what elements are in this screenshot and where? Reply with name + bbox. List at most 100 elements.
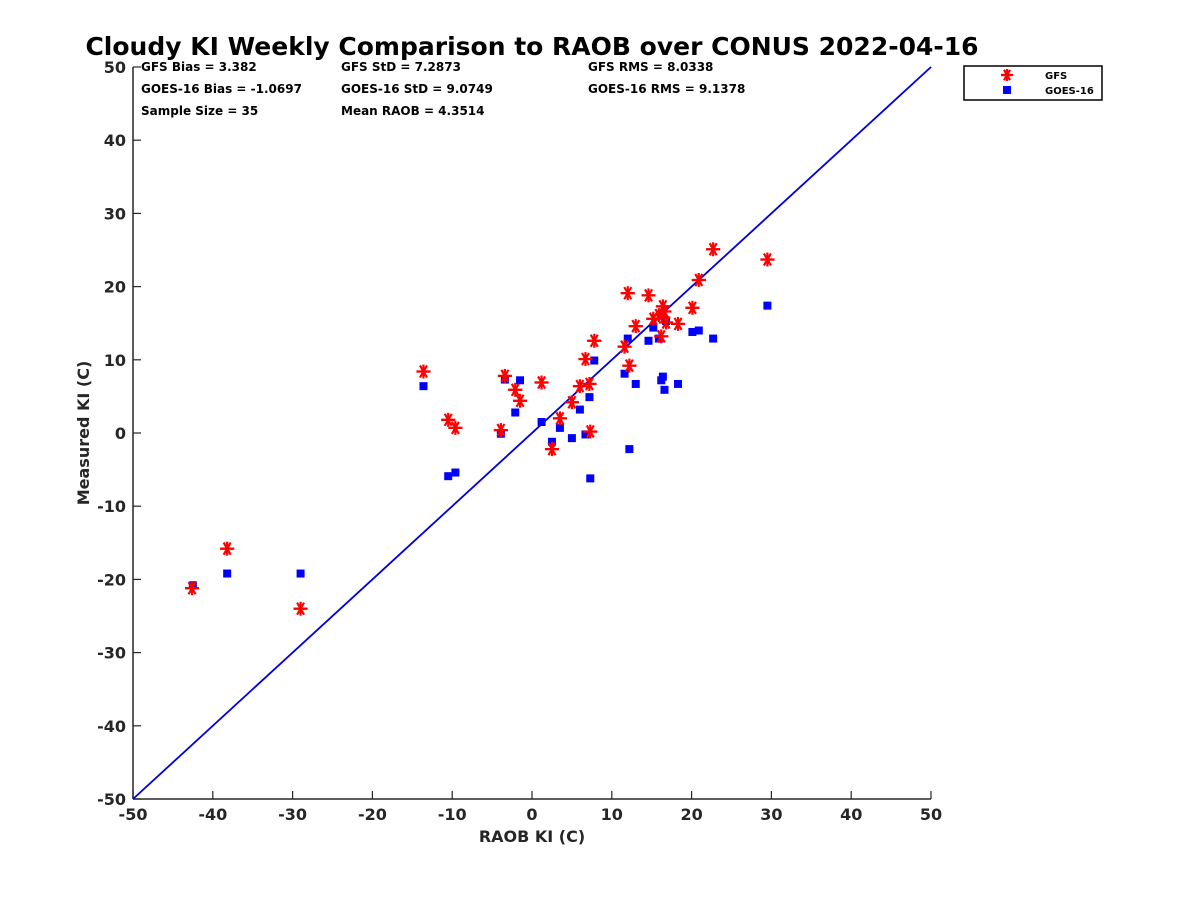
gfs-point: [493, 423, 508, 438]
gfs-point: [620, 286, 635, 301]
goes16-point: [575, 405, 584, 414]
goes16-point: [555, 423, 564, 432]
y-tick-label: 10: [104, 351, 126, 370]
x-tick-label: -20: [358, 805, 387, 824]
legend-goes-marker: [1003, 86, 1011, 94]
y-tick-label: 30: [104, 204, 126, 223]
y-tick-label: -40: [97, 717, 126, 736]
goes16-point: [586, 474, 595, 483]
goes16-point: [511, 408, 520, 417]
goes16-point: [694, 326, 703, 335]
goes16-point: [581, 430, 590, 439]
legend-goes-label: GOES-16: [1045, 86, 1094, 97]
gfs-point: [760, 252, 775, 267]
gfs-point: [617, 339, 632, 354]
gfs-point: [583, 424, 598, 439]
x-tick-label: 40: [840, 805, 862, 824]
one-to-one-line: [132, 66, 932, 800]
gfs-point: [513, 393, 528, 408]
gfs-point: [706, 242, 721, 257]
stat-gfs-std: GFS StD = 7.2873: [341, 60, 461, 74]
x-tick-label: -50: [119, 805, 148, 824]
stat-gfs-rms: GFS RMS = 8.0338: [588, 60, 713, 74]
y-tick-label: 50: [104, 58, 126, 77]
stat-goes-bias: GOES-16 Bias = -1.0697: [141, 82, 302, 96]
gfs-point: [641, 288, 656, 303]
stat-goes-std: GOES-16 StD = 9.0749: [341, 82, 493, 96]
goes16-point: [658, 372, 667, 381]
gfs-point: [587, 333, 602, 348]
gfs-point: [508, 382, 523, 397]
goes16-point: [451, 468, 460, 477]
x-tick-label: -40: [198, 805, 227, 824]
gfs-point: [578, 352, 593, 367]
y-tick-label: 20: [104, 278, 126, 297]
gfs-point: [657, 304, 672, 319]
x-tick-label: 50: [920, 805, 942, 824]
gfs-point: [552, 411, 567, 426]
goes16-point: [623, 334, 632, 343]
gfs-point: [534, 375, 549, 390]
gfs-point: [628, 319, 643, 334]
goes16-point: [644, 336, 653, 345]
legend-gfs-marker: [1001, 69, 1013, 81]
goes16-point: [444, 472, 453, 481]
goes16-point: [660, 385, 669, 394]
gfs-point: [544, 442, 559, 457]
goes16-point: [649, 323, 658, 332]
legend-gfs-label: GFS: [1045, 71, 1067, 82]
gfs-point: [622, 358, 637, 373]
y-tick-label: -50: [97, 790, 126, 809]
goes16-point: [516, 376, 525, 385]
x-tick-label: -30: [278, 805, 307, 824]
gfs-point: [572, 379, 587, 394]
legend-box: [963, 65, 1103, 101]
stat-mean-raob: Mean RAOB = 4.3514: [341, 104, 485, 118]
x-tick-label: 20: [680, 805, 702, 824]
goes16-point: [223, 569, 232, 578]
goes16-point: [547, 437, 556, 446]
gfs-point: [685, 300, 700, 315]
x-tick-label: -10: [438, 805, 467, 824]
y-tick-label: -30: [97, 644, 126, 663]
gfs-point: [293, 601, 308, 616]
y-tick-label: 40: [104, 131, 126, 150]
goes16-point: [620, 369, 629, 378]
goes16-point: [709, 334, 718, 343]
legend: GFS GOES-16: [963, 65, 1103, 101]
x-tick-label: 30: [760, 805, 782, 824]
y-tick-label: -10: [97, 497, 126, 516]
gfs-point: [220, 541, 235, 556]
gfs-point: [185, 581, 200, 596]
gfs-point: [497, 368, 512, 383]
goes16-point: [631, 379, 640, 388]
goes16-point: [590, 356, 599, 365]
goes16-point: [585, 393, 594, 402]
goes16-point: [763, 301, 772, 310]
axes-group: -50 -40 -30 -20 -10 0 10 20 30 40 50 -50 -40 -30 -20 -1…: [97, 58, 942, 824]
goes16-point: [625, 445, 634, 454]
y-axis-label: Measured KI (C): [74, 361, 93, 506]
gfs-point: [691, 273, 706, 288]
goes16-point: [567, 434, 576, 443]
goes16-point: [688, 327, 697, 336]
reference-line-group: [132, 66, 932, 800]
legend-gfs-asterisk: [1001, 69, 1013, 81]
x-tick-label: 0: [526, 805, 537, 824]
x-tick-label: 10: [601, 805, 623, 824]
gfs-point: [582, 376, 597, 391]
x-axis-label: RAOB KI (C): [479, 827, 585, 846]
goes16-point: [419, 382, 428, 391]
gfs-point: [416, 364, 431, 379]
y-tick-label: 0: [115, 424, 126, 443]
gfs-point: [448, 420, 463, 435]
goes16-point: [537, 418, 546, 427]
gfs-point: [671, 316, 686, 331]
gfs-point: [659, 315, 674, 330]
gfs-point: [564, 395, 579, 410]
goes16-point: [674, 379, 683, 388]
data-points-group: [185, 242, 775, 616]
goes16-point: [296, 569, 305, 578]
chart-title: Cloudy KI Weekly Comparison to RAOB over…: [85, 32, 978, 61]
